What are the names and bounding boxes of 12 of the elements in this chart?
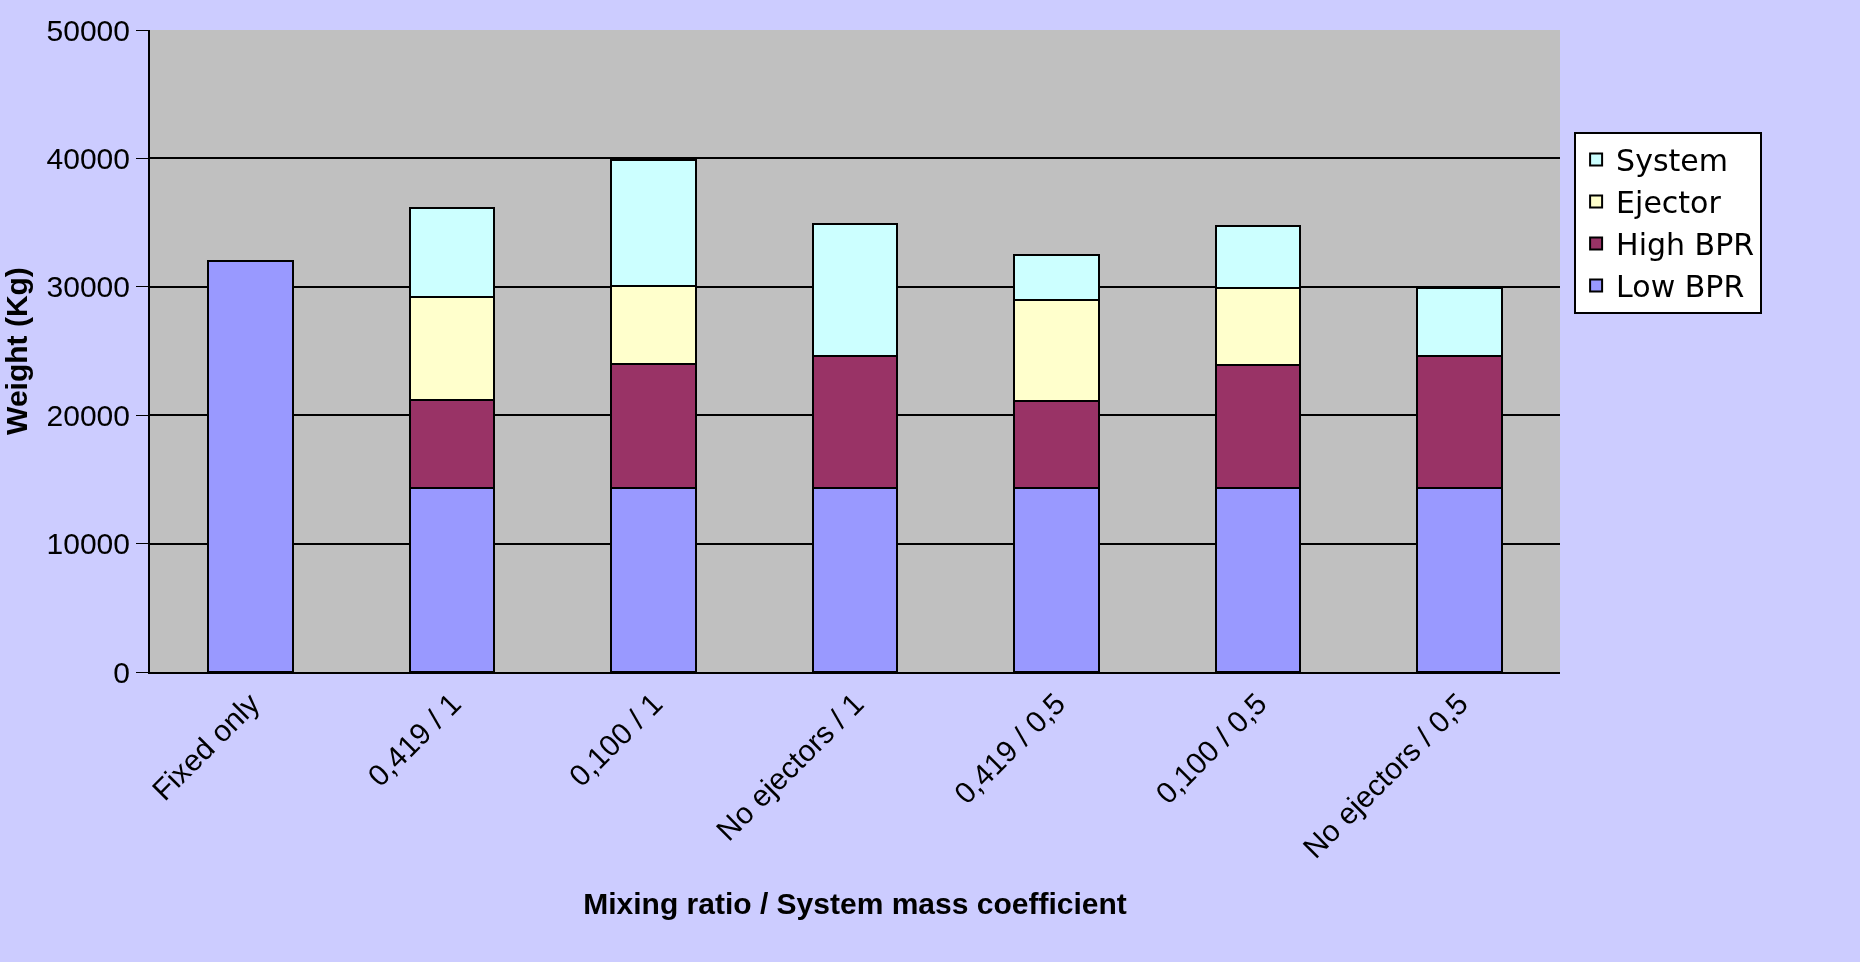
y-tick-label: 50000 bbox=[46, 13, 130, 47]
y-tick-label: 10000 bbox=[46, 527, 130, 561]
y-tick-label: 30000 bbox=[46, 270, 130, 304]
y-axis-title: Weight (Kg) bbox=[0, 267, 33, 435]
y-tick-label: 40000 bbox=[46, 141, 130, 175]
y-tick-label: 20000 bbox=[46, 398, 130, 432]
legend-label: High BPR bbox=[1616, 227, 1755, 263]
legend-label: System bbox=[1616, 143, 1728, 179]
legend-label: Ejector bbox=[1616, 185, 1722, 221]
legend-label: Low BPR bbox=[1616, 269, 1745, 305]
x-axis-title: Mixing ratio / System mass coefficient bbox=[583, 887, 1127, 921]
y-tick-label: 0 bbox=[113, 655, 130, 689]
